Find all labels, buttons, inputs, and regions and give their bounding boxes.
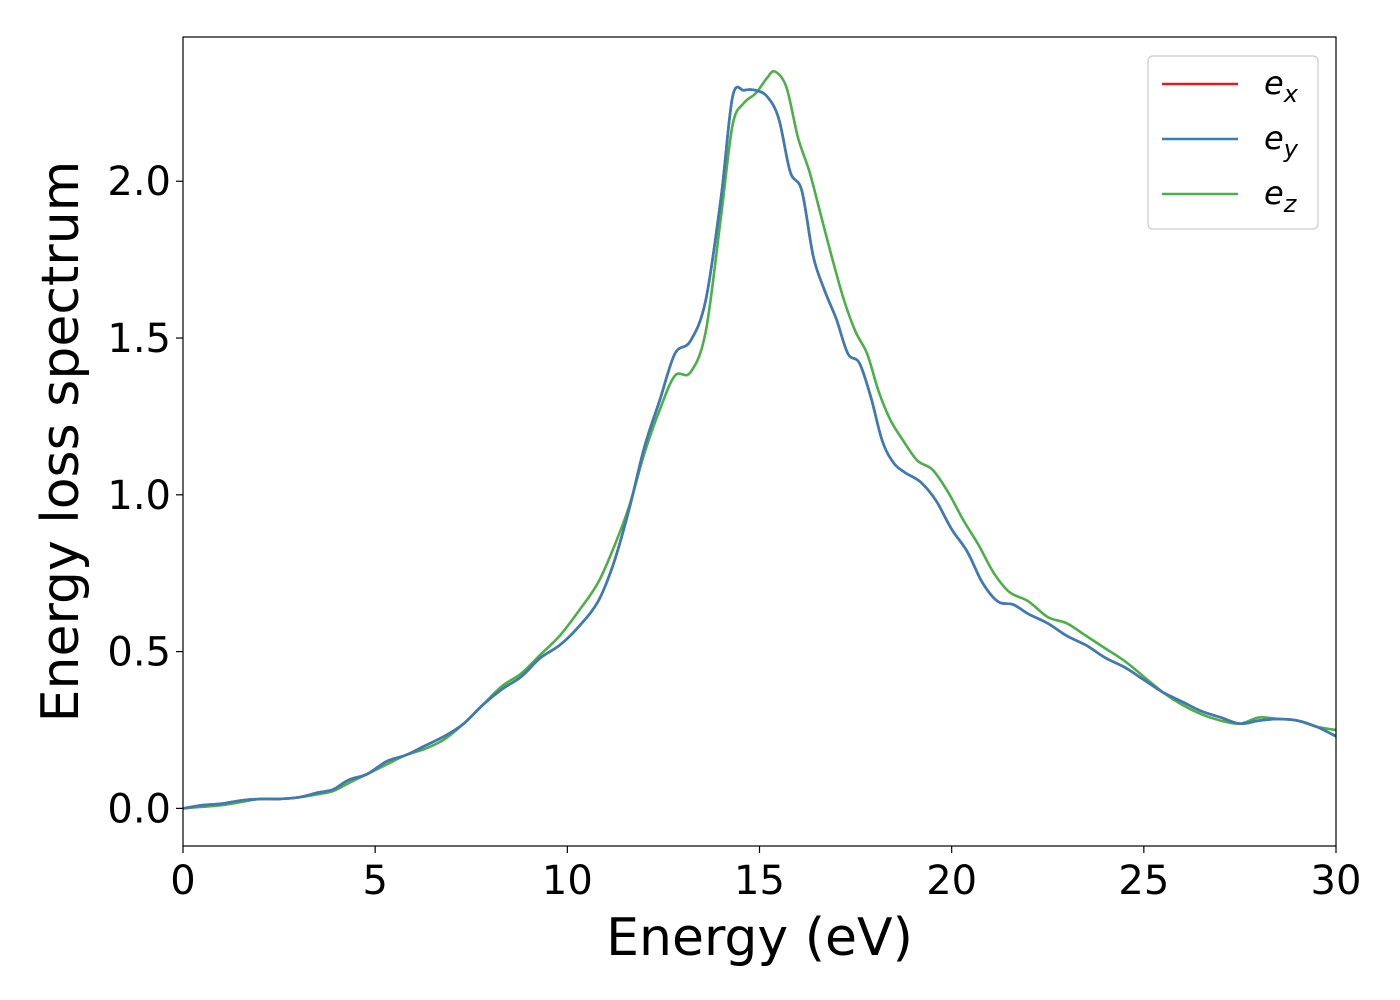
x-axis-title: Energy (eV): [606, 908, 913, 968]
y-axis-title: Energy loss spectrum: [31, 161, 91, 723]
plot-lines: [183, 69, 1336, 810]
x-tick-label: 15: [734, 858, 785, 904]
x-tick-label: 20: [926, 858, 977, 904]
y-tick-label: 0.0: [107, 786, 171, 832]
y-tick-label: 0.5: [107, 630, 171, 676]
x-tick-label: 25: [1118, 858, 1169, 904]
x-axis-ticks: 0 5 10 15 20 25 30: [170, 846, 1361, 904]
x-tick-label: 10: [542, 858, 593, 904]
y-tick-label: 1.0: [107, 473, 171, 519]
y-tick-label: 2.0: [107, 159, 171, 205]
y-axis-ticks: 0.0 0.5 1.0 1.5 2.0: [107, 159, 183, 832]
x-tick-label: 5: [362, 858, 387, 904]
legend-label-y: ey: [1264, 119, 1299, 163]
legend-label-x: ex: [1264, 64, 1299, 108]
legend-frame: [1147, 55, 1319, 230]
x-tick-label: 30: [1311, 858, 1362, 904]
series-line-e-y: [183, 85, 1336, 810]
y-tick-label: 1.5: [107, 316, 171, 362]
x-tick-label: 0: [170, 858, 195, 904]
legend-label-z: ez: [1264, 174, 1298, 218]
legend: ex ey ez: [1147, 55, 1319, 230]
